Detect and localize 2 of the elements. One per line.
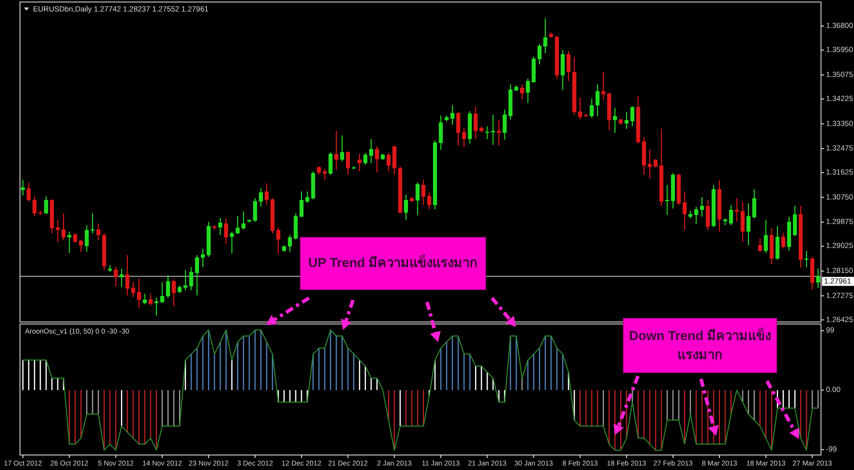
annotation: Down Trend มีความแข็งแรงมาก [629, 326, 771, 364]
annotation: UP Trend มีความแข็งแรงมาก [308, 254, 478, 272]
